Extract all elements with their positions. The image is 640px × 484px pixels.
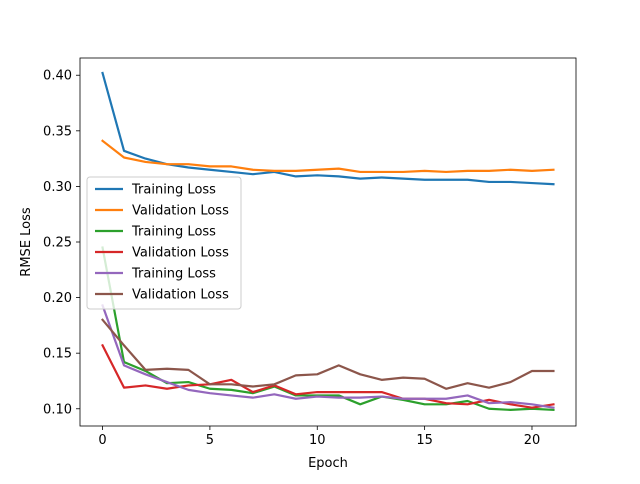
x-axis-ticks: 0 5 10 15 20: [98, 426, 540, 448]
legend-box: [86, 176, 242, 310]
series-layer: [101, 71, 555, 412]
y-tick-label: 0.35: [43, 124, 72, 139]
legend-label: Training Loss: [131, 183, 216, 198]
x-tick-label: 15: [416, 433, 433, 448]
y-tick-label: 0.40: [43, 69, 72, 84]
y-tick-label: 0.15: [43, 347, 72, 362]
y-tick-label: 0.30: [43, 180, 72, 195]
series-line-5: [101, 303, 555, 409]
series-line-6: [101, 318, 555, 390]
series-line-2: [101, 139, 555, 174]
x-tick-label: 20: [524, 433, 541, 448]
series-line-3: [101, 246, 555, 412]
legend-label: Training Loss: [131, 267, 216, 282]
x-tick-label: 5: [206, 433, 214, 448]
legend-label: Validation Loss: [132, 204, 229, 219]
y-tick-label: 0.25: [43, 236, 72, 251]
legend-label: Validation Loss: [132, 246, 229, 261]
x-tick-label: 10: [309, 433, 326, 448]
x-tick-label: 0: [98, 433, 106, 448]
y-tick-label: 0.10: [43, 402, 72, 417]
legend: Training Loss Validation Loss Training Los…: [86, 176, 242, 310]
y-axis-ticks: 0.10 0.15 0.20 0.25 0.30 0.35 0.40: [43, 69, 80, 417]
legend-label: Validation Loss: [132, 288, 229, 303]
y-tick-label: 0.20: [43, 291, 72, 306]
x-axis-label: Epoch: [308, 456, 348, 471]
legend-label: Training Loss: [131, 225, 216, 240]
y-axis-label: RMSE Loss: [19, 207, 34, 277]
series-line-1: [101, 71, 555, 186]
